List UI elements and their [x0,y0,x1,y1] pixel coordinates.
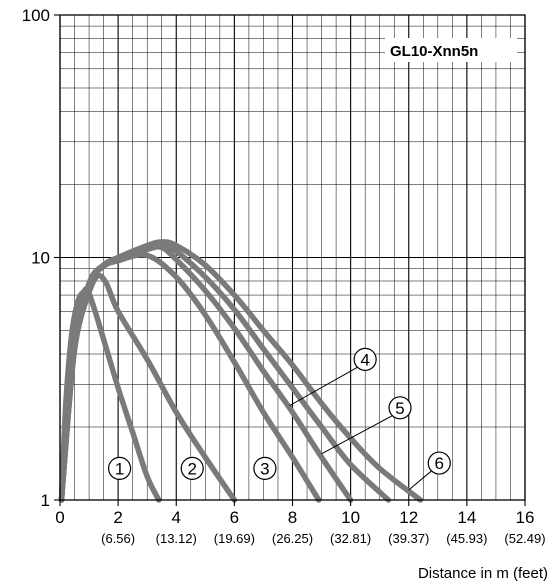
x-tick-label: 14 [457,508,476,527]
marker-number: 4 [360,350,369,369]
marker-circle [427,451,451,475]
y-tick-label: 100 [22,6,50,25]
x-tick-label: 6 [230,508,239,527]
x-tick-sublabel: (32.81) [330,531,371,546]
series-line-2 [58,272,238,503]
marker-number: 5 [395,399,404,418]
x-tick-sublabel: (45.93) [446,531,487,546]
legend-box: GL10-Xnn5n [385,38,517,62]
x-tick-label: 12 [399,508,418,527]
marker-leader-line [289,366,358,407]
marker-leader-line [408,470,432,491]
marker-circle [253,456,277,480]
marker-circle [107,456,132,480]
marker-number: 6 [435,454,444,473]
x-tick-sublabel: (26.25) [272,531,313,546]
x-tick-sublabel: (52.49) [504,531,545,546]
x-tick-sublabel: (19.69) [214,531,255,546]
marker-number: 1 [115,459,124,478]
marker-circle [180,456,204,480]
marker-leader-line [321,415,393,455]
x-tick-sublabel: (6.56) [101,531,135,546]
x-axis-label: Distance in m (feet) [418,565,548,582]
x-tick-sublabel: (13.12) [156,531,197,546]
y-tick-label: 10 [31,249,50,268]
legend-background [385,38,517,62]
x-tick-label: 16 [516,508,535,527]
marker-number: 3 [260,459,269,478]
x-tick-sublabel: (39.37) [388,531,429,546]
marker-circle [388,396,412,420]
grid [59,14,526,501]
legend-label: GL10-Xnn5n [390,43,478,60]
marker-number: 2 [188,459,197,478]
y-tick-label: 1 [41,491,50,510]
x-tick-label: 8 [288,508,297,527]
x-tick-label: 4 [172,508,181,527]
x-tick-label: 0 [55,508,64,527]
series-line-6 [58,239,424,503]
x-tick-label: 2 [113,508,122,527]
axes: 0 2 4 6 8 10 12 14 16(6.56) (13.12) (19.69) (26.25)… [22,6,546,546]
marker-circle [353,347,377,372]
series-markers: 1 2 3 4 5 6 [107,347,451,491]
series-group [58,239,424,503]
x-tick-label: 10 [341,508,360,527]
